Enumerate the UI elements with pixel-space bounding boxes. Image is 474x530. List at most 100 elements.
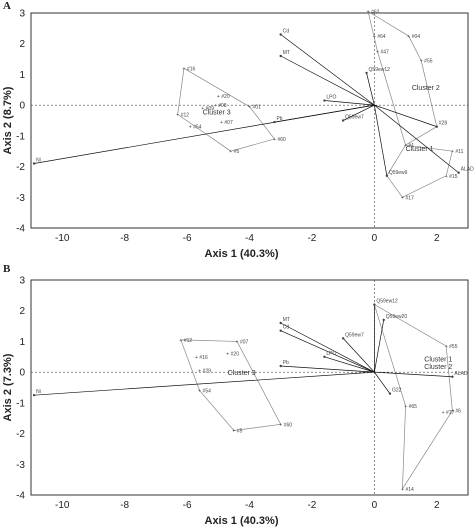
cluster-hulls [180, 303, 453, 491]
x-tick-label: 0 [372, 500, 378, 511]
loading-tip [382, 318, 385, 322]
y-tick-label: -3 [16, 460, 25, 471]
loading-vector [342, 104, 375, 121]
sample-points: + #16+ #20+ #08+ #09+ #12+ #54+ #07+ #01+ #5+ #60+… [176, 9, 463, 201]
loading-vector [280, 55, 375, 106]
x-tick-label: -8 [120, 233, 129, 244]
x-tick-label: -10 [55, 500, 70, 511]
loading-label: Cd [283, 29, 290, 35]
sample-marker: + [407, 34, 410, 40]
loading-label: #28 [439, 121, 448, 127]
loading-tip [32, 393, 36, 397]
loading-label: LPO [326, 351, 336, 357]
sample-marker: + [198, 389, 201, 395]
y-axis-label: Axis 2 (7.3%) [2, 353, 14, 421]
sample-label: #29 [203, 369, 212, 375]
sample-label: #1 [409, 143, 415, 149]
loading-vector [366, 72, 375, 106]
sample-label: #5 [234, 149, 240, 155]
x-tick-label: -4 [245, 233, 254, 244]
sample-label: #07 [240, 339, 249, 345]
sample-marker: + [201, 106, 204, 112]
x-tick-label: 2 [434, 233, 440, 244]
loading-tip [373, 303, 376, 306]
cluster-label: Cluster 3 [203, 109, 231, 116]
loading-label: ALAD [454, 371, 467, 377]
y-tick-label: 0 [19, 368, 25, 379]
sample-marker: + [176, 112, 179, 118]
sample-label: #04 [412, 34, 421, 40]
cluster-hull [373, 303, 453, 491]
sample-label: #60 [284, 422, 293, 428]
loading-tip [341, 337, 345, 340]
loading-vectors: Ni Cd MT Q59ew12 LPO Pb Q59ew7 Q59ew9 ALAD #28 [32, 29, 474, 177]
sample-label: #20 [221, 94, 230, 100]
y-tick-label: 2 [19, 39, 25, 50]
plot-frame [30, 279, 469, 496]
sample-marker: + [179, 338, 182, 344]
sample-points: + #12 + #07+ #16+ #20+ #29+ #54+ #5+ #60+ #55+ #65+… [179, 338, 461, 493]
y-tick-label: 1 [19, 337, 25, 348]
loading-vector [324, 100, 375, 106]
x-tick-label: 2 [434, 500, 440, 511]
loading-tip [279, 54, 282, 58]
loading-tip [457, 171, 460, 174]
loading-vector [374, 319, 385, 373]
y-tick-label: 3 [19, 276, 25, 287]
y-tick-label: 3 [19, 9, 25, 20]
sample-marker: + [273, 137, 276, 143]
sample-label: #55 [424, 59, 433, 65]
sample-label: #15 [449, 174, 458, 180]
sample-label: #65 [409, 404, 418, 410]
sample-label: #55 [449, 344, 458, 350]
sample-label: #20 [231, 352, 240, 358]
y-tick-label: 1 [19, 70, 25, 81]
sample-marker: + [248, 105, 251, 111]
loading-label: LPO [326, 95, 336, 101]
sample-marker: + [279, 422, 282, 428]
cluster-label: Cluster 2 [412, 85, 440, 92]
sample-marker: + [198, 369, 201, 375]
loading-label: G22 [392, 388, 402, 394]
cluster-label: Cluster 3 [228, 370, 256, 377]
sample-marker: + [451, 149, 454, 155]
y-tick-label: -4 [16, 491, 25, 502]
loading-label: Cd [283, 325, 290, 331]
cluster-hull [367, 10, 438, 146]
loading-tip [388, 392, 392, 395]
sample-label: #12 [181, 112, 190, 118]
sample-marker: + [442, 410, 445, 416]
sample-label: #09 [206, 106, 215, 112]
sample-marker: + [232, 429, 235, 435]
loading-tip [385, 174, 389, 177]
loading-label: MT [283, 50, 290, 56]
sample-marker: + [373, 34, 376, 40]
y-tick-label: -4 [16, 224, 25, 235]
y-tick-label: 0 [19, 101, 25, 112]
sample-marker: + [182, 66, 185, 72]
loading-tip [323, 99, 326, 102]
loading-label: ALAD [461, 167, 474, 173]
y-tick-label: -3 [16, 193, 25, 204]
loading-vector [374, 105, 388, 176]
loading-vectors: Ni MT Cd Q59ew12 Q59ew20 Q59ew7 LPO Pb G22 ALAD [32, 299, 468, 397]
loading-tip [323, 355, 326, 358]
sample-label: #14 [405, 487, 414, 493]
cluster-label: Cluster 1 [424, 356, 452, 363]
sample-marker: + [195, 355, 198, 361]
sample-label: #54 [203, 389, 212, 395]
loading-label: MT [283, 317, 290, 323]
x-tick-label: 0 [372, 233, 378, 244]
loading-tip [435, 125, 438, 128]
cluster-label: Cluster 2 [424, 364, 452, 371]
loading-tip [279, 33, 282, 36]
loading-vector [374, 104, 459, 173]
x-tick-label: -6 [183, 233, 192, 244]
sample-label: #17 [446, 410, 455, 416]
cluster-hull [386, 144, 453, 198]
sample-marker: + [220, 120, 223, 126]
loading-vector [374, 371, 391, 394]
loading-tip [451, 375, 454, 378]
loading-tip [32, 162, 36, 165]
